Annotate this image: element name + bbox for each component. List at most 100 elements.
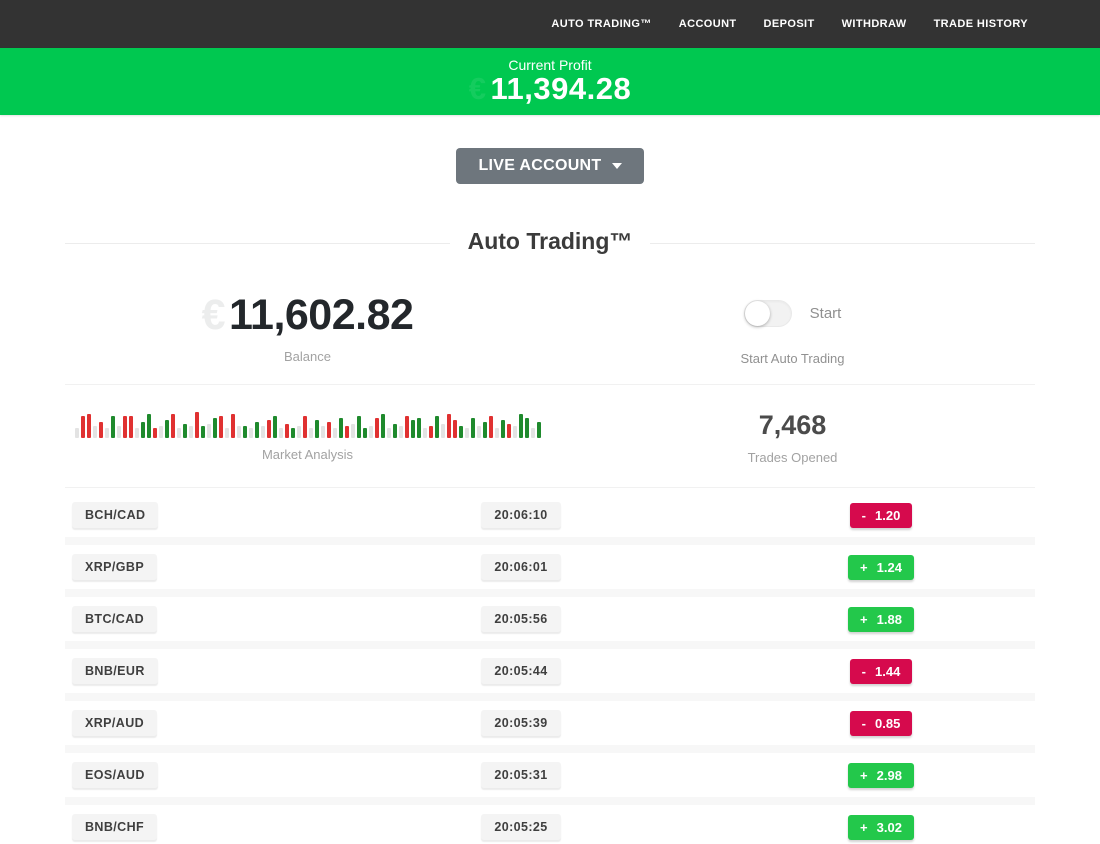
chart-bar xyxy=(476,426,481,438)
chart-bar xyxy=(218,416,223,438)
result-sign: + xyxy=(860,767,868,783)
trades-opened-stat: 7,468 Trades Opened xyxy=(550,406,1035,465)
nav-item-auto-trading[interactable]: AUTO TRADING™ xyxy=(551,18,652,30)
chart-bar xyxy=(482,422,487,438)
chart-bar xyxy=(74,428,79,438)
chart-bar xyxy=(110,416,115,438)
chart-bar xyxy=(368,426,373,438)
balance-value: €11,602.82 xyxy=(201,291,414,339)
table-row: BNB/EUR 20:05:44 -1.44 xyxy=(65,649,1035,693)
chart-bar xyxy=(200,426,205,438)
nav-item-withdraw[interactable]: WITHDRAW xyxy=(841,18,907,30)
table-row: XRP/AUD 20:05:39 -0.85 xyxy=(65,701,1035,745)
chart-bar xyxy=(470,418,475,438)
table-row: BTC/CAD 20:05:56 +1.88 xyxy=(65,597,1035,641)
chart-bar xyxy=(182,424,187,438)
chart-bar xyxy=(386,428,391,438)
result-badge: +1.24 xyxy=(848,554,914,580)
chart-bar xyxy=(272,416,277,438)
chart-bar xyxy=(458,426,463,438)
result-badge: -1.20 xyxy=(849,502,913,528)
result-badge: +3.02 xyxy=(848,814,914,840)
chart-bar xyxy=(434,416,439,438)
live-account-dropdown[interactable]: LIVE ACCOUNT xyxy=(456,148,644,184)
result-sign: + xyxy=(860,819,868,835)
chart-bar xyxy=(134,428,139,438)
table-row: BNB/CHF 20:05:25 +3.02 xyxy=(65,805,1035,844)
result-value: 1.44 xyxy=(875,663,901,679)
chart-bar xyxy=(194,412,199,438)
chart-bar xyxy=(404,416,409,438)
section-title-wrap: Auto Trading™ xyxy=(65,228,1035,258)
time-badge: 20:05:25 xyxy=(481,814,561,840)
chart-bar xyxy=(248,428,253,438)
row-separator xyxy=(65,641,1035,649)
result-sign: + xyxy=(860,611,868,627)
chart-bar xyxy=(380,414,385,438)
chart-bar xyxy=(302,416,307,438)
pair-badge: BNB/EUR xyxy=(72,658,158,684)
chart-bar xyxy=(410,420,415,438)
chart-bar xyxy=(518,414,523,438)
trades-opened-label: Trades Opened xyxy=(747,450,838,465)
chart-bar xyxy=(356,416,361,438)
chart-bar xyxy=(344,426,349,438)
start-auto-trading-label: Start Auto Trading xyxy=(740,351,845,366)
chart-bar xyxy=(236,426,241,438)
market-analysis-label: Market Analysis xyxy=(261,447,354,462)
result-sign: - xyxy=(861,663,867,679)
chart-bar xyxy=(530,428,535,438)
chart-bar xyxy=(188,426,193,438)
current-profit-label: Current Profit xyxy=(508,57,592,73)
nav-item-deposit[interactable]: DEPOSIT xyxy=(763,18,815,30)
chart-bar xyxy=(428,426,433,438)
row-separator xyxy=(65,693,1035,701)
chart-bar xyxy=(506,424,511,438)
row-separator xyxy=(65,745,1035,753)
chart-bar xyxy=(374,418,379,438)
pair-badge: XRP/AUD xyxy=(72,710,158,736)
chart-bar xyxy=(224,428,229,438)
result-sign: - xyxy=(861,715,867,731)
chart-bar xyxy=(116,426,121,438)
chart-bar xyxy=(176,428,181,438)
time-badge: 20:05:56 xyxy=(481,606,561,632)
start-toggle[interactable] xyxy=(743,300,792,327)
stats-row-market: Market Analysis 7,468 Trades Opened xyxy=(65,385,1035,488)
page-title: Auto Trading™ xyxy=(449,228,651,255)
chart-bar xyxy=(314,420,319,438)
chart-bar xyxy=(290,428,295,438)
nav-item-trade-history[interactable]: TRADE HISTORY xyxy=(933,18,1028,30)
table-row: BCH/CAD 20:06:10 -1.20 xyxy=(65,493,1035,537)
chart-bar xyxy=(80,416,85,438)
chart-bar xyxy=(320,426,325,438)
pair-badge: BCH/CAD xyxy=(72,502,159,528)
result-badge: -1.44 xyxy=(849,658,913,684)
nav-item-account[interactable]: ACCOUNT xyxy=(678,18,737,30)
chart-bar xyxy=(332,428,337,438)
time-badge: 20:06:01 xyxy=(481,554,561,580)
start-toggle-line: Start xyxy=(550,300,1035,327)
row-separator xyxy=(65,797,1035,805)
time-badge: 20:05:31 xyxy=(481,762,561,788)
table-row: XRP/GBP 20:06:01 +1.24 xyxy=(65,545,1035,589)
balance-stat: €11,602.82 Balance xyxy=(65,291,550,366)
pair-badge: BTC/CAD xyxy=(72,606,158,632)
chart-bar xyxy=(350,424,355,438)
auto-trading-stat: Start Start Auto Trading xyxy=(550,291,1035,366)
row-separator xyxy=(65,537,1035,545)
chart-bar xyxy=(392,424,397,438)
chevron-down-icon xyxy=(611,163,622,169)
chart-bar xyxy=(278,428,283,438)
result-badge: -0.85 xyxy=(849,710,913,736)
currency-symbol: € xyxy=(201,291,226,339)
start-toggle-label: Start xyxy=(809,305,842,322)
result-sign: + xyxy=(860,559,868,575)
chart-bar xyxy=(398,426,403,438)
toggle-knob-icon xyxy=(744,301,770,326)
chart-bar xyxy=(446,414,451,438)
chart-bar xyxy=(452,420,457,438)
chart-bar xyxy=(326,422,331,438)
time-badge: 20:06:10 xyxy=(481,502,561,528)
trades-opened-value: 7,468 xyxy=(758,410,827,440)
